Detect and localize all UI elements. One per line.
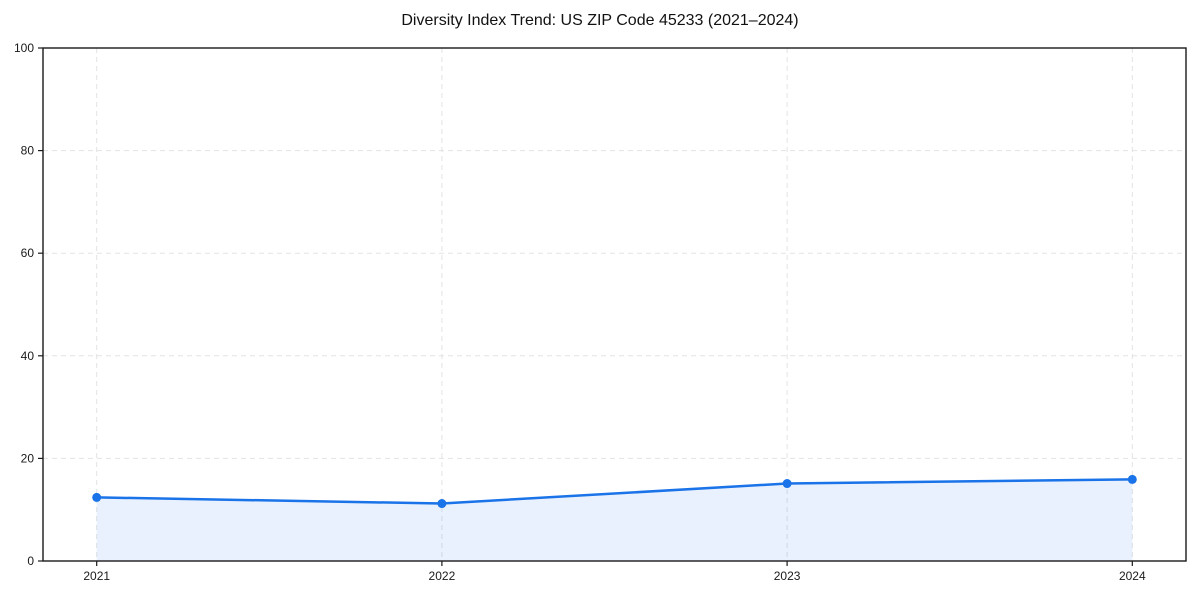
y-tick-label: 20: [21, 451, 35, 465]
y-tick-label: 80: [21, 144, 35, 158]
data-point-2023: [782, 479, 792, 489]
data-point-2024: [1127, 474, 1137, 484]
trend-line: [95, 478, 1134, 505]
data-point-2022: [437, 499, 447, 509]
y-tick-label: 60: [21, 246, 35, 260]
x-tick-label: 2022: [429, 569, 456, 583]
x-tick-label: 2023: [774, 569, 801, 583]
y-tick-label: 100: [14, 41, 34, 55]
y-tick-label: 0: [27, 554, 34, 568]
x-tick-label: 2024: [1119, 569, 1146, 583]
area-fill: [96, 479, 1133, 561]
data-point-2021: [92, 492, 102, 502]
y-tick-label: 40: [21, 349, 35, 363]
plot-border: [42, 47, 1187, 562]
chart-title: Diversity Index Trend: US ZIP Code 45233…: [401, 12, 799, 29]
x-tick-label: 2021: [83, 569, 110, 583]
